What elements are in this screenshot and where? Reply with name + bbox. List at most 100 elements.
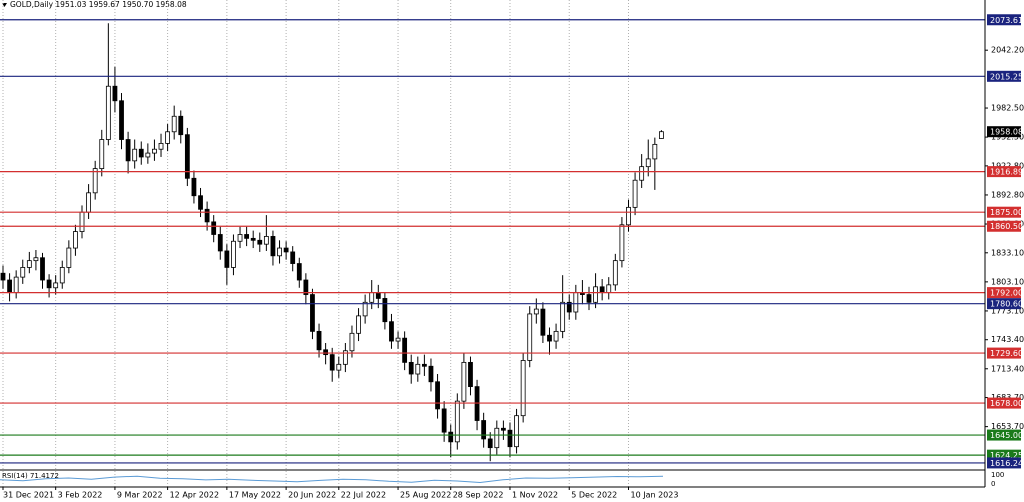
candle-body xyxy=(290,251,296,264)
candle-body xyxy=(336,363,342,371)
level-label-box xyxy=(987,298,1021,310)
candle-body xyxy=(415,363,421,375)
candle-body xyxy=(125,139,131,162)
candle-body xyxy=(217,234,223,252)
level-label: 1916.89 xyxy=(990,168,1023,177)
candle-body xyxy=(448,431,454,443)
candle-body xyxy=(26,260,32,268)
y-tick-label: 1653.70 xyxy=(991,422,1024,431)
x-tick-label: 10 Jan 2023 xyxy=(630,491,678,500)
level-label-box xyxy=(987,220,1021,232)
candle-body xyxy=(599,286,605,294)
x-tick-label: 12 Apr 2022 xyxy=(170,491,219,500)
candle-body xyxy=(593,286,598,303)
candle-body xyxy=(152,148,157,154)
candle-body xyxy=(382,298,388,323)
candle-body xyxy=(468,361,473,388)
rsi-tick-label: 100 xyxy=(991,471,1004,479)
x-tick-label: 25 Aug 2022 xyxy=(400,491,451,500)
candle-body xyxy=(389,321,394,342)
candle-body xyxy=(105,85,111,140)
candle-body xyxy=(652,143,658,160)
candle-body xyxy=(270,236,276,257)
candle-body xyxy=(13,276,19,294)
candle-body xyxy=(40,257,45,281)
x-tick-label: 1 Nov 2022 xyxy=(512,491,558,500)
y-tick-label: 1922.80 xyxy=(991,161,1024,170)
candle-body xyxy=(316,330,322,351)
candle-body xyxy=(59,267,65,284)
candle-body xyxy=(520,360,526,417)
candle-body xyxy=(224,250,230,268)
last-price-label: 1958.08 xyxy=(990,128,1023,137)
candle-body xyxy=(547,334,552,342)
level-label-box xyxy=(987,206,1021,218)
candle-body xyxy=(0,272,6,281)
level-label-box xyxy=(987,287,1021,299)
level-label: 2073.61 xyxy=(990,16,1023,25)
level-label: 1645.00 xyxy=(990,431,1023,440)
candle-body xyxy=(461,361,467,402)
candle-body xyxy=(342,350,348,365)
candle-body xyxy=(540,308,546,336)
candle-body xyxy=(408,361,414,375)
candle-body xyxy=(645,158,651,168)
candle-body xyxy=(639,166,645,181)
level-label-box xyxy=(987,429,1021,441)
level-label: 1875.00 xyxy=(990,208,1023,217)
candle-body xyxy=(573,292,579,313)
candle-body xyxy=(395,337,401,342)
candle-body xyxy=(586,294,592,303)
candle-body xyxy=(73,231,78,249)
candle-body xyxy=(606,284,612,294)
level-label-box xyxy=(987,70,1021,82)
candle-body xyxy=(553,330,559,342)
candle-body xyxy=(507,429,513,448)
candle-body xyxy=(263,236,269,245)
candle-body xyxy=(277,247,282,257)
level-label: 1678.00 xyxy=(990,399,1023,408)
candle-body xyxy=(323,349,329,356)
level-label: 1780.60 xyxy=(990,300,1023,309)
candle-body xyxy=(362,301,368,317)
candle-body xyxy=(375,292,381,299)
candle-body xyxy=(421,363,427,367)
candle-body xyxy=(494,427,500,449)
level-label-box xyxy=(987,347,1021,359)
candle-body xyxy=(626,206,631,226)
y-tick-label: 1803.10 xyxy=(991,277,1024,286)
candle-body xyxy=(435,381,440,410)
candle-body xyxy=(145,152,151,158)
candle-body xyxy=(283,247,289,253)
candle-body xyxy=(356,315,361,334)
x-tick-label: 3 Feb 2022 xyxy=(58,491,103,500)
candle-body xyxy=(79,211,85,232)
candle-body xyxy=(303,279,309,295)
candle-body xyxy=(481,420,487,440)
candle-body xyxy=(349,332,355,352)
candle-body xyxy=(46,279,52,289)
candle-body xyxy=(231,240,236,268)
y-tick-label: 1743.40 xyxy=(991,335,1024,344)
candle-body xyxy=(92,168,98,194)
candle-body xyxy=(191,177,197,197)
level-label: 2015.25 xyxy=(990,72,1023,81)
y-tick-label: 1773.10 xyxy=(991,306,1024,315)
candle-body xyxy=(7,279,12,294)
candle-body xyxy=(138,148,144,158)
candle-body xyxy=(487,438,493,449)
candle-body xyxy=(619,224,625,262)
candle-body xyxy=(132,148,138,162)
candle-body xyxy=(99,139,105,169)
level-label-box xyxy=(987,457,1021,469)
candle-body xyxy=(428,365,434,383)
level-label: 1729.60 xyxy=(990,349,1023,358)
rsi-line xyxy=(0,475,664,484)
level-label-box xyxy=(987,166,1021,178)
y-tick-label: 1683.70 xyxy=(991,393,1024,402)
candle-body xyxy=(244,234,250,239)
candle-body xyxy=(33,257,39,262)
candle-body xyxy=(310,294,315,332)
candle-body xyxy=(402,337,408,363)
level-label: 1792.00 xyxy=(990,289,1023,298)
